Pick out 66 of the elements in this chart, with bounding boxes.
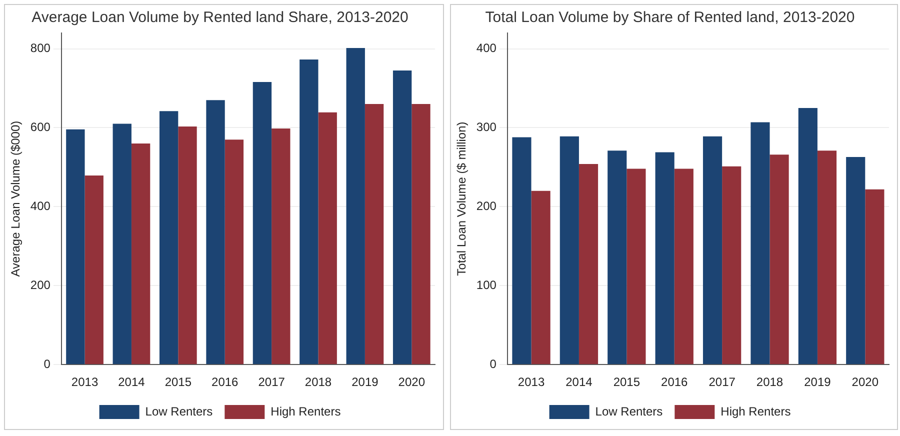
x-tick-label: 2015 (613, 375, 640, 390)
y-tick-label: 0 (44, 356, 51, 371)
y-tick-label: 800 (30, 41, 51, 56)
bar (252, 82, 272, 364)
legend-label: High Renters (270, 404, 341, 418)
bar (412, 104, 430, 364)
y-tick-label: 200 (476, 199, 497, 214)
bar (66, 129, 85, 364)
bar (392, 70, 412, 364)
bar (674, 168, 694, 364)
bar (750, 122, 770, 364)
x-tick-label: 2016 (661, 375, 688, 390)
bar (846, 156, 866, 364)
y-axis-title: Total Loan Volume ($ million) (454, 122, 469, 276)
x-tick-label: 2018 (304, 375, 332, 390)
x-tick-label: 2019 (804, 375, 832, 390)
bar (722, 166, 742, 364)
bar (178, 126, 197, 364)
bar (131, 144, 150, 364)
bar (865, 189, 884, 364)
x-tick-label: 2018 (756, 375, 784, 390)
legend-label: Low Renters (145, 404, 213, 418)
chart-title: Total Loan Volume by Share of Rented land, 2013-2020 (485, 9, 855, 26)
bar (798, 108, 818, 364)
x-tick-label: 2016 (212, 375, 239, 390)
x-tick-label: 2013 (71, 375, 98, 390)
x-tick-label: 2013 (518, 375, 545, 390)
bar (300, 59, 318, 364)
x-tick-label: 2017 (258, 375, 286, 390)
x-tick-label: 2020 (852, 375, 879, 390)
y-tick-label: 400 (476, 41, 497, 56)
legend-label: High Renters (720, 404, 791, 418)
bar (84, 176, 104, 364)
x-tick-label: 2019 (352, 375, 379, 390)
y-tick-label: 600 (30, 120, 51, 134)
bar (560, 136, 579, 364)
bar (318, 112, 337, 364)
y-tick-label: 0 (490, 356, 497, 371)
y-axis-title: Average Loan Volume ($000) (8, 120, 23, 277)
x-tick-label: 2017 (708, 375, 736, 390)
bar (272, 128, 290, 364)
y-tick-label: 200 (30, 278, 51, 292)
legend-label: Low Renters (595, 404, 663, 418)
bar (817, 150, 837, 364)
bar (655, 152, 674, 364)
bar (206, 100, 225, 364)
y-tick-label: 100 (476, 278, 497, 292)
bar (224, 140, 244, 364)
bar (531, 190, 550, 364)
bar (578, 164, 598, 364)
bar (364, 104, 384, 364)
x-tick-label: 2020 (398, 375, 426, 390)
chart-title: Average Loan Volume by Rented land Share, 2013-2020 (32, 9, 408, 26)
y-tick-label: 400 (30, 199, 51, 214)
bar (112, 124, 132, 364)
bar (512, 137, 532, 364)
x-tick-label: 2014 (566, 375, 593, 390)
y-tick-label: 300 (476, 120, 497, 134)
bar (626, 168, 646, 364)
bar (770, 154, 789, 364)
bar (159, 111, 178, 364)
bar (702, 136, 722, 364)
bar (608, 150, 627, 364)
bar (346, 48, 365, 364)
x-tick-label: 2014 (118, 375, 146, 390)
x-tick-label: 2015 (164, 375, 192, 390)
